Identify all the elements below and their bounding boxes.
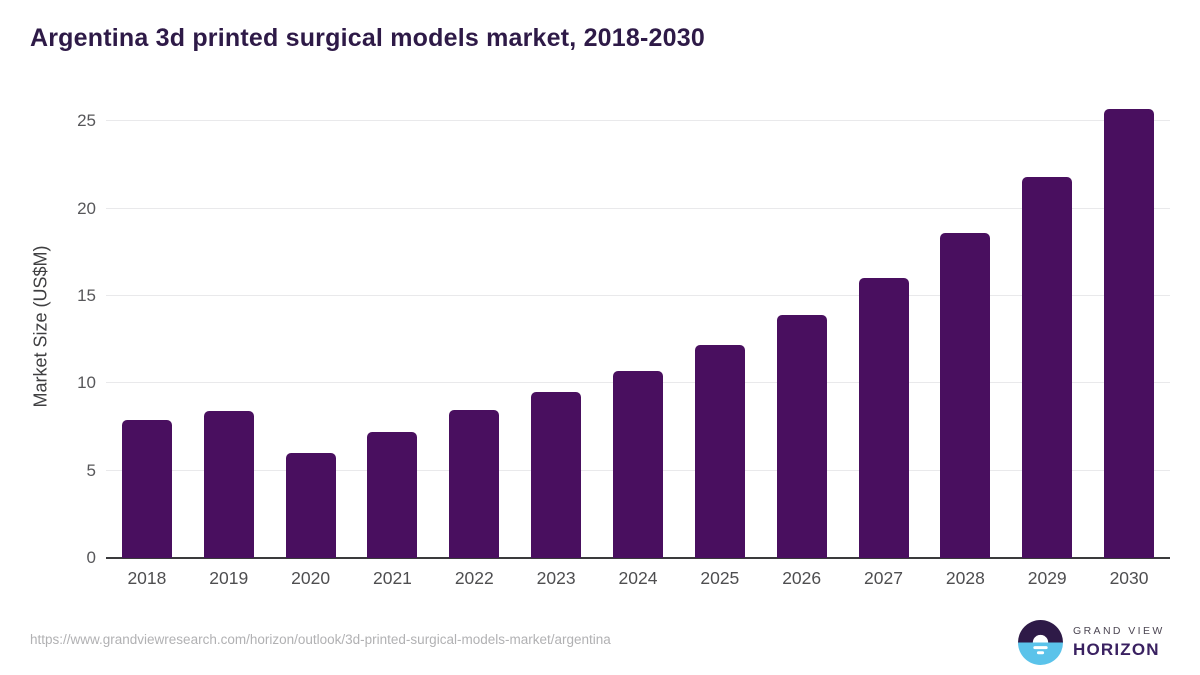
- bar-2021: [367, 432, 418, 558]
- x-axis-line: [106, 557, 1170, 559]
- x-tick-label-2024: 2024: [618, 568, 658, 588]
- bar-2028: [940, 233, 991, 558]
- y-tick-label-0: 0: [86, 548, 96, 567]
- x-tick-label-2022: 2022: [454, 568, 494, 588]
- logo-product-name: HORIZON: [1073, 640, 1160, 659]
- x-tick-label-2030: 2030: [1109, 568, 1149, 588]
- x-tick-label-2023: 2023: [536, 568, 576, 588]
- x-tick-label-2025: 2025: [700, 568, 740, 588]
- bar-2030: [1104, 108, 1155, 558]
- x-tick-label-2028: 2028: [945, 568, 985, 588]
- bar-2025: [694, 344, 745, 558]
- logo-text: GRAND VIEW HORIZON: [1073, 625, 1165, 660]
- bar-2023: [531, 392, 582, 558]
- y-tick-label-5: 5: [86, 460, 96, 480]
- x-tick-label-2021: 2021: [372, 568, 412, 588]
- bar-2019: [203, 411, 254, 558]
- bar-2022: [449, 409, 500, 558]
- bar-2024: [612, 371, 663, 558]
- x-axis-tick-labels: 2018 2019 2020 2021 2022 2023 2024 2025 2026 2027…: [106, 568, 1170, 589]
- bar-2029: [1022, 177, 1073, 558]
- bar-2020: [285, 453, 336, 558]
- y-axis-tick-labels: 0 5 10 15 20 25: [0, 95, 96, 567]
- x-tick-label-2018: 2018: [127, 568, 167, 588]
- source-url: https://www.grandviewresearch.com/horizo…: [30, 632, 611, 647]
- gridline-25: [106, 120, 1170, 122]
- horizon-sun-icon: [1018, 620, 1063, 665]
- logo-brand-name: GRAND VIEW: [1073, 625, 1165, 637]
- bar-series: [106, 95, 1170, 558]
- bar-2026: [776, 315, 827, 558]
- x-tick-label-2029: 2029: [1027, 568, 1067, 588]
- x-tick-label-2026: 2026: [782, 568, 822, 588]
- x-tick-label-2019: 2019: [209, 568, 249, 588]
- x-tick-label-2020: 2020: [291, 568, 331, 588]
- y-tick-label-10: 10: [77, 373, 96, 393]
- plot-area: [106, 95, 1170, 559]
- bar-2018: [121, 419, 172, 558]
- y-tick-label-15: 15: [77, 285, 96, 305]
- gridline-15: [106, 294, 1170, 296]
- x-tick-label-2027: 2027: [864, 568, 903, 588]
- grand-view-horizon-logo: GRAND VIEW HORIZON: [1018, 620, 1165, 665]
- bar-2027: [858, 278, 909, 558]
- y-tick-label-25: 25: [77, 111, 96, 131]
- y-tick-label-20: 20: [77, 198, 96, 218]
- gridline-20: [106, 207, 1170, 209]
- chart-title: Argentina 3d printed surgical models mar…: [30, 24, 705, 52]
